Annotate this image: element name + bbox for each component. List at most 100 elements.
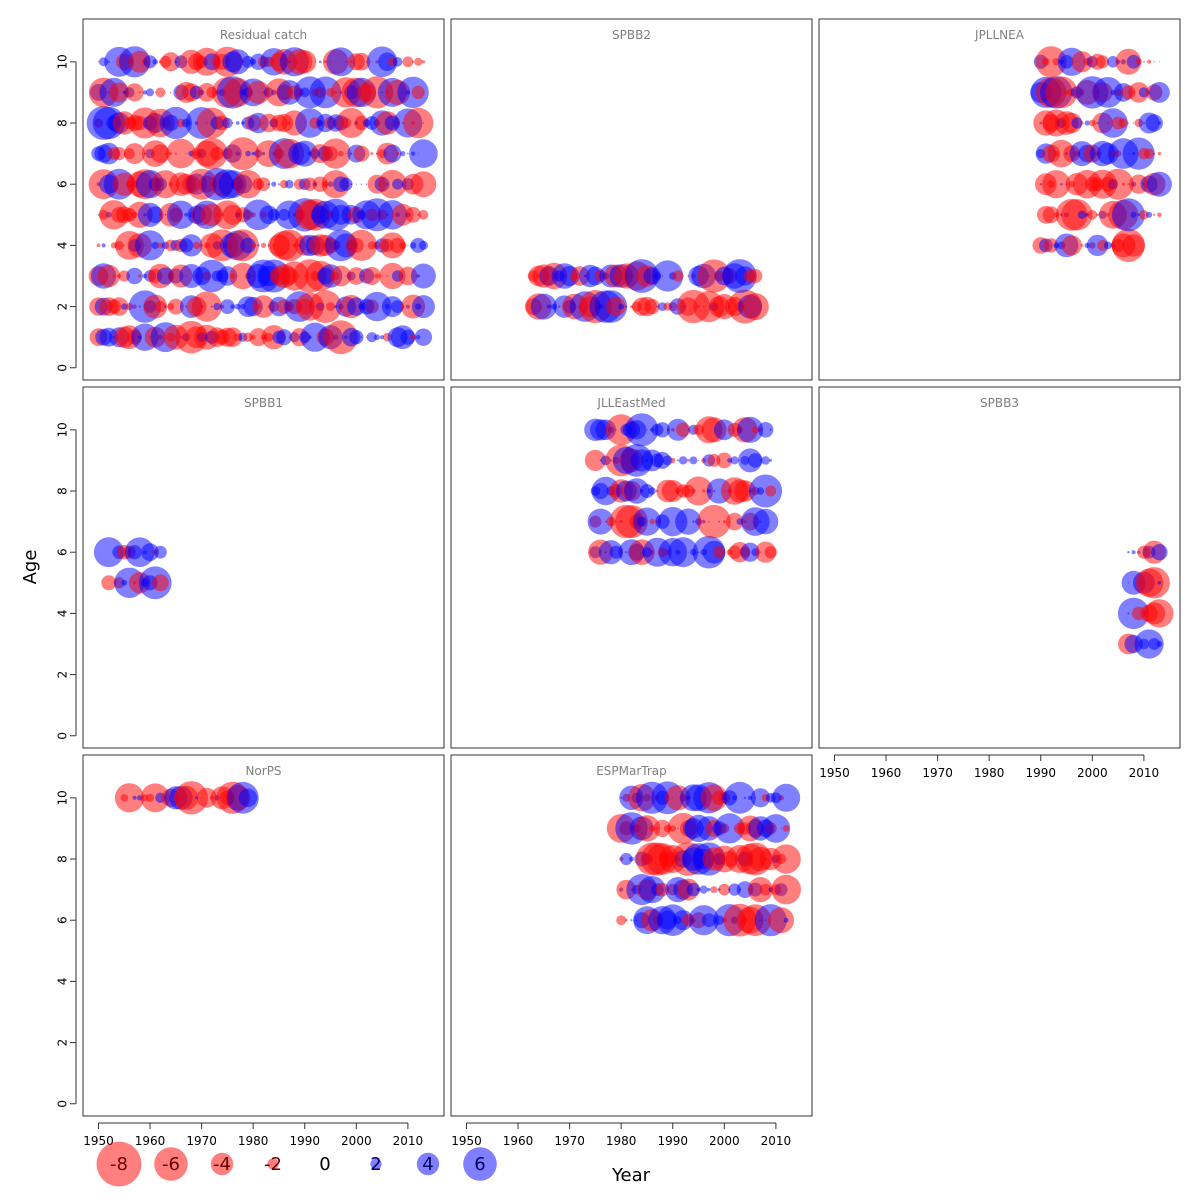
residual-bubble <box>402 56 414 68</box>
residual-bubble <box>164 152 167 155</box>
residual-bubble <box>365 183 368 185</box>
residual-bubble <box>716 452 733 469</box>
y-tick-label: 10 <box>56 790 70 805</box>
residual-bubble <box>389 237 406 254</box>
y-axis: 0 2 4 6 8 10 <box>56 422 77 740</box>
residual-bubble <box>403 107 434 139</box>
residual-bubble <box>246 80 270 104</box>
legend-bubble <box>154 1147 188 1181</box>
residual-bubble <box>1146 171 1172 197</box>
panel-norps: NorPS <box>82 754 445 1117</box>
residual-bubble <box>151 241 159 249</box>
residual-bubble <box>125 83 144 102</box>
residual-bubble <box>1157 121 1162 125</box>
residual-bubble <box>418 209 429 220</box>
y-tick-label: 10 <box>56 54 70 69</box>
residual-bubble <box>422 91 425 94</box>
residual-bubble <box>400 151 406 157</box>
residual-bubble <box>410 171 437 198</box>
y-axis: 0 2 4 6 8 10 <box>56 54 77 372</box>
panel-jlleastmed: JLLEastMed <box>450 386 813 749</box>
residual-bubble <box>267 183 270 186</box>
residual-bubble <box>240 237 256 254</box>
residual-bubble <box>743 796 747 799</box>
legend-label: -4 <box>213 1154 231 1175</box>
residual-bubble <box>1133 122 1135 124</box>
residual-bubble <box>772 783 801 812</box>
panel-frame <box>450 754 813 1117</box>
residual-bubble <box>260 242 267 248</box>
residual-bubble <box>783 917 789 923</box>
residual-bubble <box>780 827 782 830</box>
residual-bubble <box>707 887 711 892</box>
panel-residual-catch: Residual catch <box>82 18 445 381</box>
x-tick-label: 1980 <box>606 1134 637 1148</box>
residual-bubble <box>330 265 352 287</box>
legend-bubble <box>416 1152 440 1176</box>
residual-bubble <box>152 574 169 592</box>
residual-bubble <box>161 52 181 72</box>
residual-bubble <box>1131 550 1136 555</box>
residual-bubble <box>624 918 628 922</box>
residual-bubble <box>1126 54 1141 69</box>
residual-bubble <box>764 546 777 559</box>
residual-bubble <box>374 273 380 279</box>
residual-bubble <box>625 413 659 447</box>
residual-bubble <box>407 244 409 247</box>
residual-bubble <box>782 825 790 832</box>
residual-bubble <box>414 57 423 66</box>
residual-bubble <box>1080 121 1084 125</box>
panel-frame <box>818 18 1181 381</box>
residual-bubble <box>1157 151 1162 156</box>
residual-bubble <box>383 144 402 163</box>
residual-bubble <box>1060 183 1063 186</box>
residual-bubble <box>630 919 633 922</box>
legend-label: -8 <box>110 1154 128 1175</box>
residual-bubble <box>687 551 689 553</box>
legend-bubble <box>96 1141 142 1187</box>
residual-bubble <box>1103 241 1112 250</box>
residual-bubble <box>362 267 381 285</box>
residual-bubble <box>336 108 367 138</box>
residual-bubble <box>422 122 424 124</box>
residual-bubble <box>714 813 745 844</box>
residual-bubble <box>670 457 676 464</box>
residual-bubble <box>155 87 166 98</box>
x-tick-label: 1990 <box>657 1134 688 1148</box>
residual-bubble <box>293 50 317 74</box>
residual-bubble <box>405 206 421 223</box>
residual-bubble <box>692 520 695 523</box>
residual-bubble <box>686 882 701 897</box>
panel-frame <box>82 754 445 1117</box>
x-tick-label: 1950 <box>83 1134 114 1148</box>
x-tick-label: 1970 <box>554 1134 585 1148</box>
legend-label: 0 <box>319 1154 330 1175</box>
x-tick-label: 1990 <box>289 1134 320 1148</box>
residual-bubble <box>632 507 662 536</box>
residual-bubble <box>1144 148 1155 159</box>
residual-bubble <box>584 449 607 471</box>
residual-bubble <box>96 243 101 248</box>
residual-bubble <box>271 181 277 187</box>
residual-bubble <box>713 546 726 559</box>
residual-bubble <box>740 542 760 562</box>
residual-bubble <box>291 140 318 167</box>
panel-frame <box>818 386 1181 749</box>
y-tick-label: 0 <box>56 732 70 740</box>
residual-bubble <box>1087 210 1098 220</box>
residual-bubble <box>1143 61 1145 63</box>
residual-bubble <box>97 61 100 63</box>
residual-bubble <box>230 304 235 309</box>
residual-bubble <box>352 53 371 71</box>
residual-bubble <box>661 480 684 502</box>
residual-bubble <box>676 459 679 462</box>
residual-bubble <box>737 416 764 443</box>
residual-bubble <box>222 117 233 129</box>
residual-bubble <box>702 489 706 493</box>
residual-bubble <box>1076 244 1078 246</box>
residual-bubble <box>238 788 258 808</box>
residual-bubble <box>101 575 117 591</box>
y-tick-label: 6 <box>56 548 70 556</box>
residual-bubble <box>769 428 772 431</box>
